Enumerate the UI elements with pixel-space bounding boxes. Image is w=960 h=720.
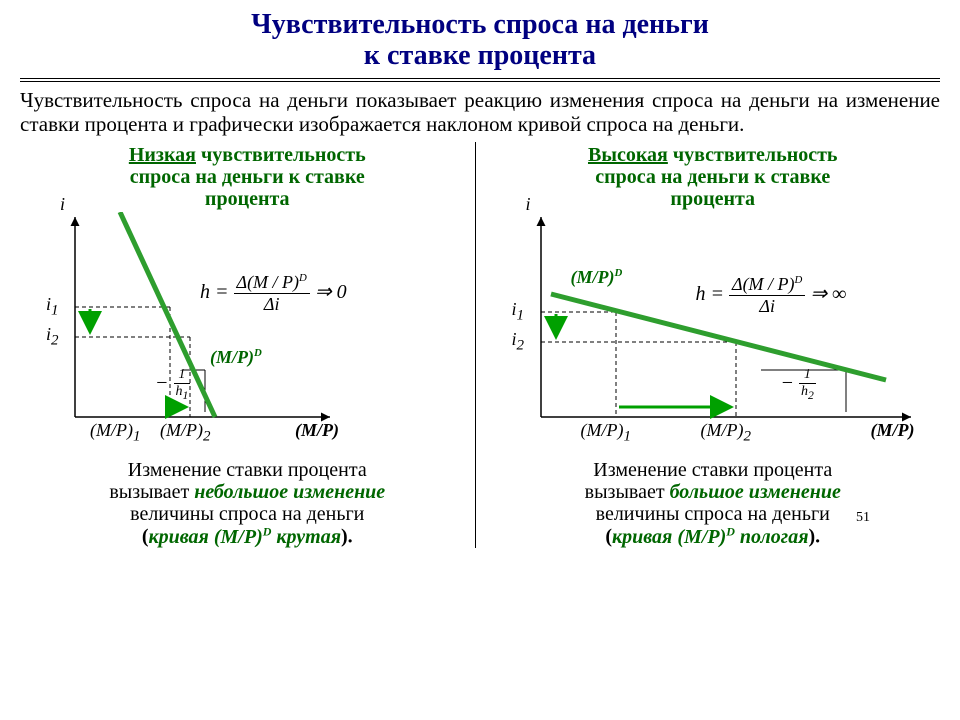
heading-r1-r: чувствительность — [668, 144, 838, 166]
tick-i2: i2 — [46, 324, 59, 350]
x-axis-label-r: (M/P) — [871, 420, 915, 441]
subheading-high: Высокая чувствительность спроса на деньг… — [486, 144, 941, 210]
heading-r3: процента — [205, 188, 290, 210]
y-axis-label: i — [60, 194, 65, 215]
heading-r2: спроса на деньги к ставке — [130, 166, 365, 188]
heading-r3-r: процента — [670, 188, 755, 210]
chart-low: i i1 i2 (M/P)1 (M/P)2 (M/P) h = Δ(M / P)… — [20, 212, 460, 457]
title-line1: Чувствительность спроса на деньги — [251, 9, 709, 40]
tick-mp1-r: (M/P)1 — [581, 420, 631, 446]
heading-r2-r: спроса на деньги к ставке — [595, 166, 830, 188]
curve-label-low: (M/P)D — [210, 347, 262, 368]
columns: Низкая чувствительность спроса на деньги… — [20, 142, 940, 548]
heading-r1: чувствительность — [196, 144, 366, 166]
formula-low: h = Δ(M / P)DΔi ⇒ 0 — [200, 272, 347, 315]
page-number: 51 — [856, 510, 870, 526]
tick-i1-r: i1 — [512, 299, 525, 325]
tick-mp2: (M/P)2 — [160, 420, 210, 446]
chart-svg-low — [20, 212, 460, 452]
y-axis-label-r: i — [526, 194, 531, 215]
formula-high: h = Δ(M / P)DΔi ⇒ ∞ — [696, 274, 847, 317]
tick-i2-r: i2 — [512, 329, 525, 355]
tick-i1: i1 — [46, 294, 59, 320]
caption-high: Изменение ставки процента вызывает больш… — [486, 459, 941, 548]
tick-mp2-r: (M/P)2 — [701, 420, 751, 446]
title-rule — [20, 78, 940, 82]
curve-label-high: (M/P)D — [571, 267, 623, 288]
column-low: Низкая чувствительность спроса на деньги… — [20, 142, 476, 548]
chart-svg-high — [486, 212, 936, 452]
intro-paragraph: Чувствительность спроса на деньги показы… — [20, 88, 940, 136]
title-line2: к ставке процента — [364, 40, 596, 71]
column-high: Высокая чувствительность спроса на деньг… — [486, 142, 941, 548]
heading-u-r: Высокая — [588, 144, 668, 166]
subheading-low: Низкая чувствительность спроса на деньги… — [20, 144, 475, 210]
heading-u: Низкая — [129, 144, 196, 166]
x-axis-label: (M/P) — [295, 420, 339, 441]
chart-high: i i1 i2 (M/P)1 (M/P)2 (M/P) h = Δ(M / P)… — [486, 212, 926, 457]
slide-title: Чувствительность спроса на деньги к став… — [20, 10, 940, 72]
tick-mp1: (M/P)1 — [90, 420, 140, 446]
caption-low: Изменение ставки процента вызывает небол… — [20, 459, 475, 548]
slope-label-low: − 1h1 — [155, 367, 190, 402]
slope-label-high: − 1h2 — [781, 367, 816, 402]
